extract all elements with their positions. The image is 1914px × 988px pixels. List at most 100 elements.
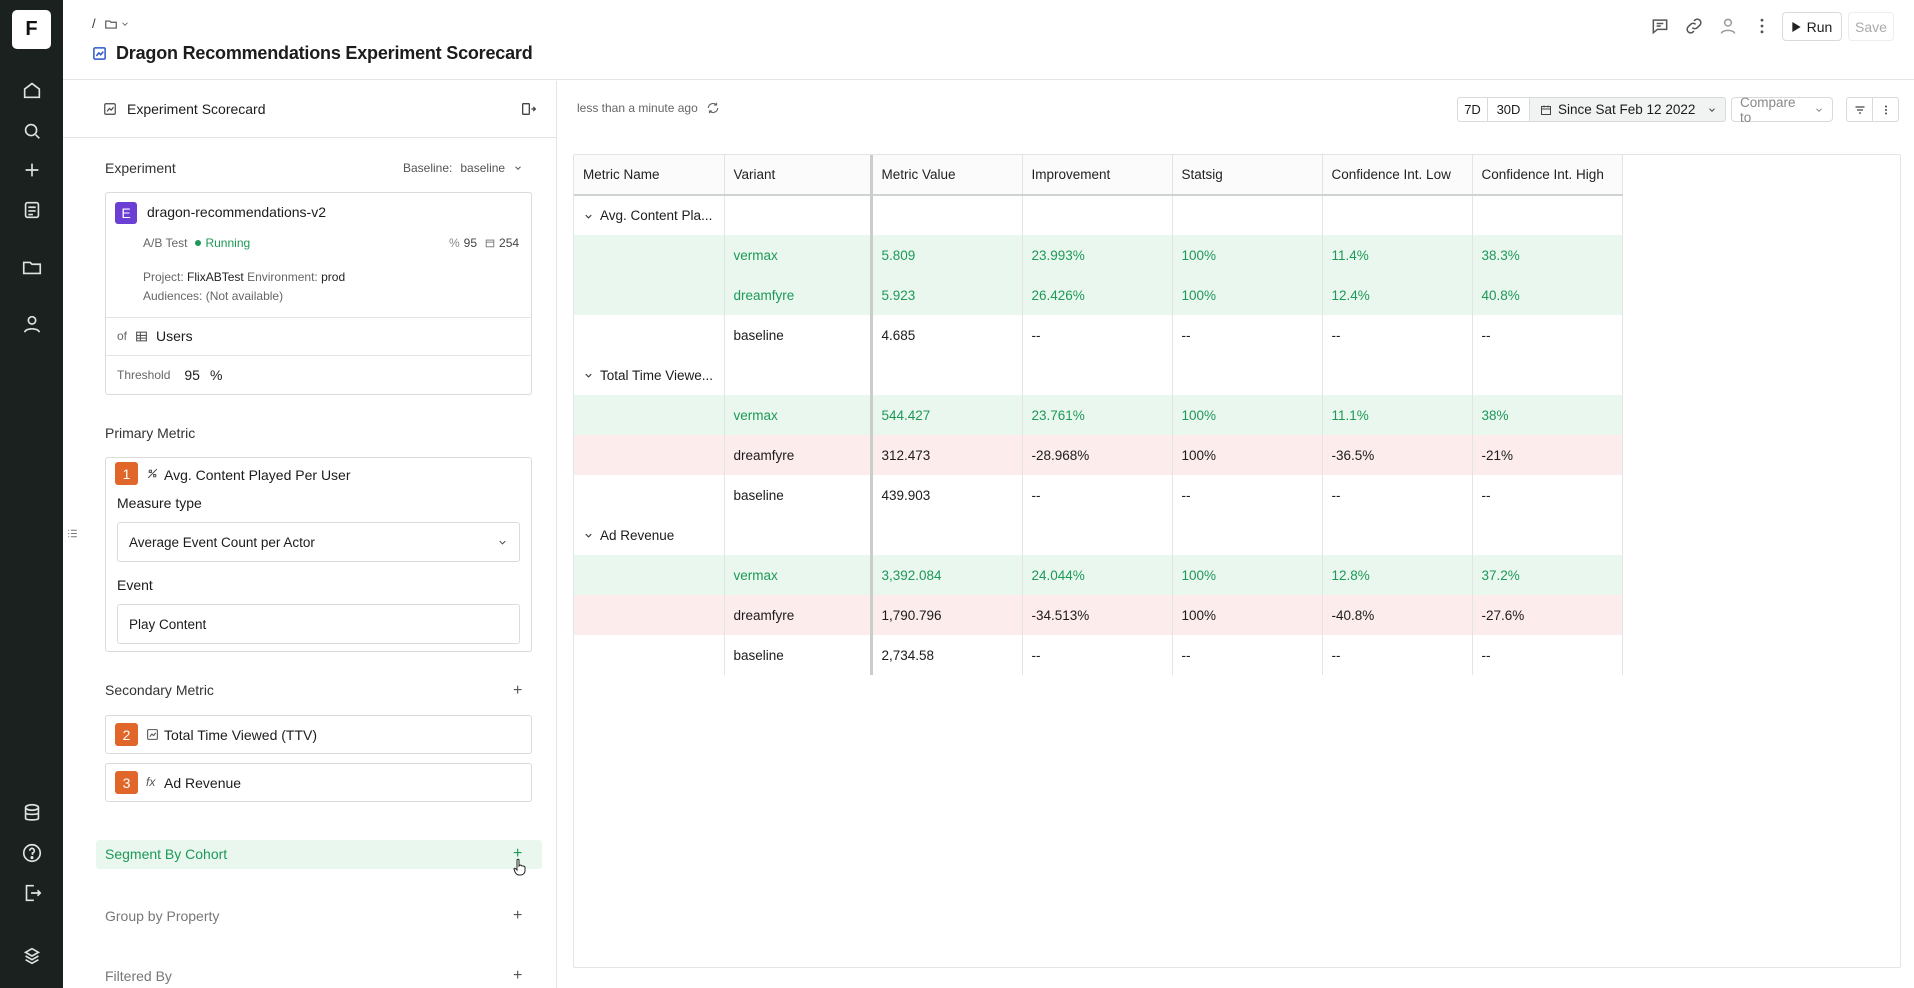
baseline-label: Baseline: (403, 161, 453, 175)
table-row[interactable]: baseline 4.685 -- -- -- -- (574, 315, 1623, 355)
secondary-metric-item[interactable]: 3 fx Ad Revenue (105, 763, 532, 802)
statsig-cell: 100% (1172, 275, 1323, 315)
primary-metric-card[interactable]: 1 Avg. Content Played Per User Measure t… (105, 457, 532, 652)
experiment-card[interactable]: E dragon-recommendations-v2 A/B Test Run… (105, 192, 532, 395)
empty-cell (1322, 355, 1473, 395)
plus-icon[interactable] (21, 159, 43, 181)
panel-toggle-icon[interactable] (66, 527, 79, 540)
filtered-by-label[interactable]: Filtered By (105, 968, 172, 984)
column-header[interactable]: Metric Name (574, 155, 725, 196)
statsig-cell: 100% (1172, 595, 1323, 635)
empty-cell (574, 635, 725, 675)
chevron-down-icon[interactable] (583, 211, 594, 222)
add-filter-icon[interactable]: + (513, 967, 523, 984)
column-header[interactable]: Improvement (1022, 155, 1173, 196)
table-row[interactable]: baseline 439.903 -- -- -- -- (574, 475, 1623, 515)
play-icon (1791, 21, 1801, 32)
threshold-input[interactable]: 95 (184, 367, 200, 383)
improvement-cell: 23.993% (1022, 235, 1173, 275)
chevron-down-icon[interactable] (120, 19, 130, 29)
measure-type-select[interactable]: Average Event Count per Actor (117, 522, 520, 562)
metric-group-row[interactable]: Ad Revenue (574, 515, 1623, 555)
folder-icon[interactable] (21, 256, 43, 278)
statsig-cell: -- (1172, 315, 1323, 355)
user-icon[interactable] (21, 313, 43, 335)
brand-icon[interactable] (21, 945, 43, 967)
chevron-down-icon[interactable] (583, 530, 594, 541)
ci-low-cell: 12.8% (1322, 555, 1473, 595)
add-cohort-icon[interactable]: + (513, 845, 523, 862)
metric-name-cell[interactable]: Ad Revenue (574, 515, 725, 555)
scorecard-icon (92, 46, 107, 61)
table-settings-button[interactable] (1846, 97, 1873, 122)
metric-name-cell[interactable]: Total Time Viewe... (574, 355, 725, 395)
metric-name-cell[interactable]: Avg. Content Pla... (574, 195, 725, 235)
segment-by-cohort-row[interactable] (96, 840, 542, 869)
statsig-cell: 100% (1172, 235, 1323, 275)
column-header[interactable]: Variant (724, 155, 872, 196)
range-30d-button[interactable]: 30D (1487, 97, 1530, 122)
table-row[interactable]: vermax 5.809 23.993% 100% 11.4% 38.3% (574, 235, 1623, 275)
table-row[interactable]: dreamfyre 1,790.796 -34.513% 100% -40.8% -27.… (574, 595, 1623, 635)
metric-group-row[interactable]: Total Time Viewe... (574, 355, 1623, 395)
app-logo[interactable]: F (12, 10, 51, 49)
compare-to-select[interactable]: Compare to (1731, 94, 1833, 125)
refresh-icon[interactable] (706, 101, 720, 115)
metric-badge: 2 (115, 723, 138, 746)
event-label: Event (117, 577, 153, 593)
top-bar (63, 0, 1914, 80)
page-title[interactable]: Dragon Recommendations Experiment Scorec… (116, 43, 533, 63)
baseline-select[interactable]: Baseline: baseline (403, 161, 523, 175)
more-vertical-icon[interactable] (1752, 16, 1772, 36)
reports-icon[interactable] (21, 199, 43, 221)
empty-cell (574, 555, 725, 595)
ci-high-cell: -- (1472, 315, 1623, 355)
chevron-down-icon[interactable] (583, 370, 594, 381)
empty-cell (1472, 195, 1623, 235)
metric-group-row[interactable]: Avg. Content Pla... (574, 195, 1623, 235)
save-button[interactable]: Save (1848, 12, 1894, 41)
table-row[interactable]: dreamfyre 312.473 -28.968% 100% -36.5% -21% (574, 435, 1623, 475)
variant-cell: dreamfyre (724, 595, 872, 635)
improvement-cell: 24.044% (1022, 555, 1173, 595)
table-row[interactable]: dreamfyre 5.923 26.426% 100% 12.4% 40.8% (574, 275, 1623, 315)
add-group-icon[interactable]: + (513, 907, 523, 924)
help-icon[interactable] (21, 842, 43, 864)
logout-icon[interactable] (21, 882, 43, 904)
folder-icon[interactable] (104, 17, 118, 31)
link-icon[interactable] (1684, 16, 1704, 36)
metric-value-cell: 3,392.084 (869, 555, 1023, 595)
search-icon[interactable] (21, 120, 43, 142)
column-header[interactable]: Statsig (1172, 155, 1323, 196)
collapse-panel-icon[interactable] (520, 101, 536, 117)
table-row[interactable]: vermax 544.427 23.761% 100% 11.1% 38% (574, 395, 1623, 435)
run-button[interactable]: Run (1782, 12, 1842, 41)
add-secondary-metric-icon[interactable]: + (513, 682, 523, 699)
home-icon[interactable] (21, 79, 43, 101)
column-header[interactable]: Confidence Int. High (1472, 155, 1623, 196)
column-header[interactable]: Metric Value (869, 155, 1023, 196)
ci-high-cell: -27.6% (1472, 595, 1623, 635)
share-users-icon[interactable] (1718, 16, 1738, 36)
table-row[interactable]: vermax 3,392.084 24.044% 100% 12.8% 37.2% (574, 555, 1623, 595)
database-icon[interactable] (21, 802, 43, 824)
event-select[interactable]: Play Content (117, 604, 520, 644)
comment-icon[interactable] (1650, 16, 1670, 36)
range-7d-button[interactable]: 7D (1457, 97, 1488, 122)
empty-cell (574, 315, 725, 355)
empty-cell (1322, 195, 1473, 235)
actor-select[interactable]: of Users (117, 328, 193, 344)
last-updated: less than a minute ago (577, 101, 720, 115)
experiment-type: A/B Test (143, 236, 188, 250)
table-more-button[interactable] (1872, 97, 1899, 122)
date-range-select[interactable]: Since Sat Feb 12 2022 (1529, 97, 1726, 122)
secondary-metric-item[interactable]: 2 Total Time Viewed (TTV) (105, 715, 532, 754)
group-by-property-label[interactable]: Group by Property (105, 908, 220, 924)
column-header[interactable]: Confidence Int. Low (1322, 155, 1473, 196)
segment-by-cohort-label: Segment By Cohort (105, 846, 228, 862)
breadcrumb: / (92, 16, 130, 31)
table-row[interactable]: baseline 2,734.58 -- -- -- -- (574, 635, 1623, 675)
date-range-value: Since Sat Feb 12 2022 (1558, 102, 1696, 117)
compare-to-label: Compare to (1740, 94, 1796, 125)
empty-cell (1022, 195, 1173, 235)
